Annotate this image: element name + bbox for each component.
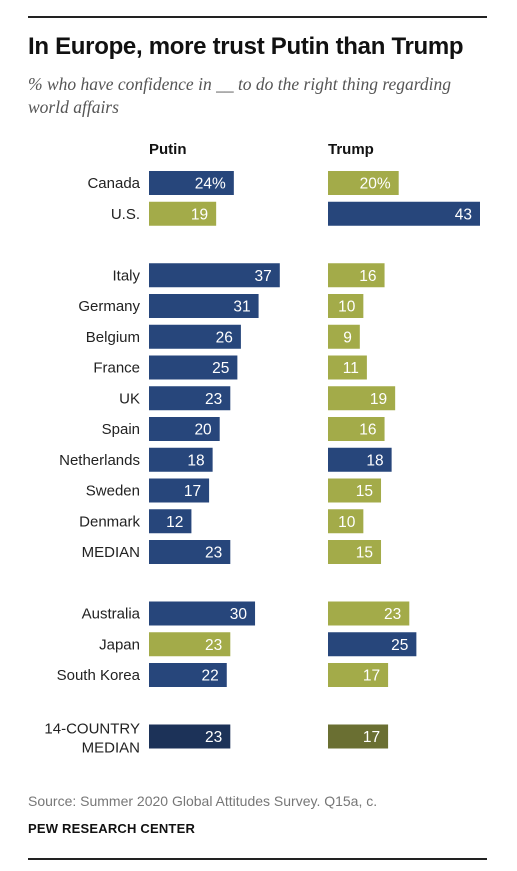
trump-value-south-korea: 17	[363, 668, 380, 685]
putin-bar-australia	[149, 601, 256, 626]
trump-bar-uk	[328, 386, 396, 411]
trump-bar-spain	[328, 417, 385, 441]
trump-bar-14-country-median	[328, 724, 389, 749]
trump-bar-canada	[328, 171, 399, 195]
trump-value-france: 11	[343, 360, 359, 377]
trump-value-canada: 20%	[360, 176, 391, 193]
category-label-japan: Japan	[99, 636, 140, 653]
bottom-rule	[28, 858, 487, 860]
top-rule	[28, 16, 487, 18]
trump-value-japan: 25	[391, 637, 408, 654]
trump-value-italy: 16	[359, 268, 376, 285]
putin-bar-germany	[149, 294, 259, 318]
category-label-u-s: U.S.	[111, 206, 140, 223]
source-note: Source: Summer 2020 Global Attitudes Sur…	[28, 793, 378, 809]
trump-value-u-s: 43	[455, 206, 472, 223]
category-label-belgium: Belgium	[86, 329, 140, 346]
trump-value-sweden: 15	[356, 483, 373, 500]
putin-bar-south-korea	[149, 663, 227, 687]
putin-bar-netherlands	[149, 447, 213, 472]
putin-bar-denmark	[149, 509, 192, 534]
putin-value-south-korea: 22	[202, 668, 219, 685]
trump-bar-italy	[328, 263, 385, 288]
trump-bar-france	[328, 355, 367, 380]
trump-value-australia: 23	[384, 606, 401, 623]
trump-value-netherlands: 18	[366, 452, 383, 469]
category-label-denmark: Denmark	[79, 513, 140, 530]
trump-bar-belgium	[328, 324, 360, 349]
trump-bar-netherlands	[328, 447, 392, 472]
trump-value-denmark: 10	[338, 514, 356, 531]
trump-bar-median	[328, 540, 382, 564]
putin-value-uk: 23	[205, 391, 222, 408]
putin-value-france: 25	[212, 360, 229, 377]
putin-value-denmark: 12	[166, 514, 183, 531]
organization-name: PEW RESEARCH CENTER	[28, 821, 196, 836]
category-label-germany: Germany	[78, 298, 140, 315]
trump-bar-denmark	[328, 509, 364, 534]
putin-bar-japan	[149, 632, 231, 657]
putin-value-germany: 31	[233, 299, 250, 316]
trump-bar-japan	[328, 632, 417, 657]
putin-bar-uk	[149, 386, 231, 411]
putin-bar-italy	[149, 263, 280, 288]
trump-column-header: Trump	[328, 141, 374, 158]
putin-bar-canada	[149, 171, 234, 195]
trump-bar-australia	[328, 601, 410, 626]
putin-column-header: Putin	[149, 141, 187, 158]
putin-value-japan: 23	[205, 637, 222, 654]
category-label-spain: Spain	[102, 421, 140, 438]
category-label-uk: UK	[119, 390, 140, 407]
category-label-sweden: Sweden	[86, 483, 140, 500]
putin-value-netherlands: 18	[187, 452, 204, 469]
category-label-canada: Canada	[87, 175, 140, 192]
putin-bar-u-s	[149, 201, 217, 226]
putin-value-sweden: 17	[184, 483, 201, 500]
trump-bar-south-korea	[328, 663, 389, 687]
putin-bar-14-country-median	[149, 724, 231, 749]
trump-bar-u-s	[328, 201, 480, 226]
putin-value-u-s: 19	[191, 206, 208, 223]
category-label-south-korea: South Korea	[57, 667, 141, 684]
trump-value-germany: 10	[338, 299, 356, 316]
putin-value-14-country-median: 23	[205, 729, 222, 746]
putin-bar-sweden	[149, 478, 210, 503]
category-label-netherlands: Netherlands	[59, 452, 140, 469]
putin-value-belgium: 26	[216, 329, 233, 346]
category-label-14-country-median: 14-COUNTRY MEDIAN	[44, 721, 140, 757]
putin-bar-france	[149, 355, 238, 380]
category-label-france: France	[93, 360, 140, 377]
trump-value-belgium: 9	[343, 329, 352, 346]
putin-bar-spain	[149, 417, 220, 441]
putin-value-canada: 24%	[195, 176, 226, 193]
chart-title: In Europe, more trust Putin than Trump	[28, 33, 464, 60]
trump-value-14-country-median: 17	[363, 729, 380, 746]
trump-bar-sweden	[328, 478, 382, 503]
trump-value-uk: 19	[370, 391, 387, 408]
putin-bar-median	[149, 540, 231, 564]
putin-value-australia: 30	[230, 606, 248, 623]
putin-bar-belgium	[149, 324, 241, 349]
category-label-italy: Italy	[112, 267, 140, 284]
putin-value-spain: 20	[194, 422, 212, 439]
trump-value-spain: 16	[359, 422, 376, 439]
putin-value-median: 23	[205, 545, 222, 562]
category-label-median: MEDIAN	[82, 544, 140, 561]
category-label-australia: Australia	[82, 606, 141, 623]
trump-value-median: 15	[356, 545, 373, 562]
chart-subtitle: % who have confidence in __ to do the ri…	[28, 74, 452, 117]
trump-bar-germany	[328, 294, 364, 318]
putin-value-italy: 37	[255, 268, 272, 285]
